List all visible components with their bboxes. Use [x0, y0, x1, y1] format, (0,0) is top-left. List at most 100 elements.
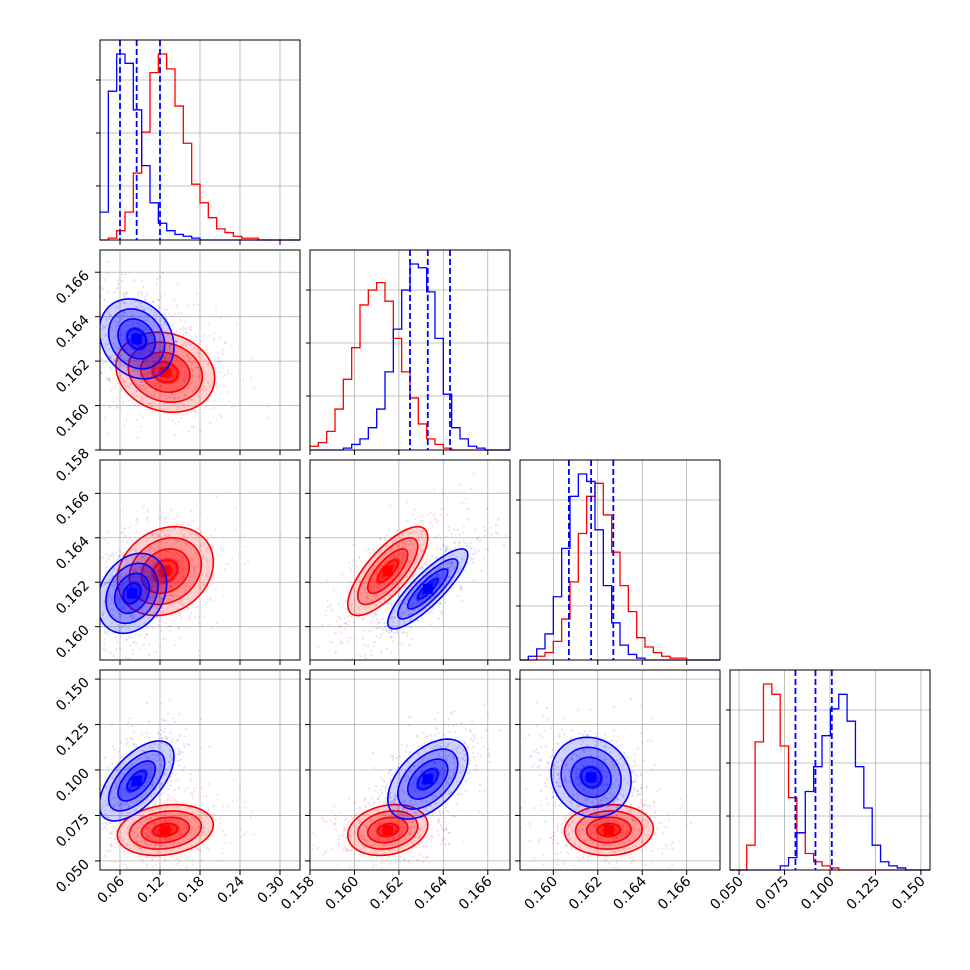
blue-scatter-point [440, 566, 443, 569]
red-scatter-point [107, 406, 110, 409]
red-scatter-point [610, 850, 613, 853]
red-scatter-point [201, 389, 204, 392]
red-scatter-point [402, 800, 405, 803]
blue-scatter-point [171, 580, 174, 583]
red-scatter-point [149, 816, 152, 819]
red-scatter-point [595, 822, 598, 825]
red-scatter-point [171, 382, 174, 385]
blue-scatter-point [149, 787, 152, 790]
blue-scatter-point [421, 801, 424, 804]
red-scatter-point [563, 819, 567, 822]
red-contour [366, 548, 409, 595]
red-scatter-point [208, 572, 211, 575]
blue-scatter-point [610, 758, 613, 761]
red-scatter-point [149, 573, 152, 576]
red-scatter-point [138, 385, 142, 388]
blue-scatter-point [416, 600, 419, 603]
red-scatter-point [203, 372, 206, 375]
red-scatter-point [227, 369, 230, 372]
blue-scatter-point [165, 330, 168, 333]
red-scatter-point [196, 605, 199, 608]
blue-scatter-point [168, 760, 171, 763]
red-scatter-point [183, 873, 185, 875]
blue-scatter-point [157, 563, 160, 567]
red-scatter-point [190, 338, 193, 341]
blue-scatter-point [109, 380, 112, 383]
red-scatter-point [197, 303, 200, 306]
blue-scatter-point [564, 781, 567, 784]
red-scatter-point [193, 834, 196, 837]
red-scatter-point [633, 823, 637, 826]
blue-scatter-point [94, 318, 96, 320]
blue-scatter-point [529, 825, 532, 828]
red-scatter-point [585, 810, 588, 813]
red-scatter-point [189, 844, 193, 847]
red-scatter-point [173, 571, 176, 575]
blue-scatter-point [130, 331, 133, 334]
red-scatter-point [541, 809, 544, 812]
blue-scatter-point [146, 510, 149, 513]
blue-scatter-point [433, 762, 436, 765]
red-scatter-point [189, 325, 192, 328]
blue-scatter-point [433, 595, 436, 598]
red-scatter-point [191, 848, 194, 851]
red-scatter-point [134, 810, 137, 813]
blue-scatter-point [113, 804, 116, 807]
blue-scatter-point [367, 787, 371, 790]
blue-scatter-point [444, 601, 447, 604]
red-scatter-point [369, 620, 373, 624]
blue-scatter-point [107, 634, 110, 637]
panel-border [309, 249, 511, 451]
blue-scatter-point [121, 796, 124, 799]
red-scatter-point [347, 623, 350, 626]
red-scatter-point [218, 371, 221, 374]
red-scatter-point [369, 585, 373, 588]
red-scatter-point [356, 808, 359, 811]
blue-scatter-point [130, 613, 133, 617]
red-scatter-point [343, 622, 346, 625]
blue-scatter-point [472, 579, 475, 582]
red-scatter-point [445, 535, 448, 538]
blue-scatter-point [449, 565, 452, 568]
red-scatter-point [212, 600, 215, 603]
blue-scatter-point [114, 324, 117, 327]
blue-scatter-point [379, 604, 382, 607]
blue-scatter-point [487, 748, 490, 751]
red-scatter-point [158, 517, 161, 520]
blue-scatter-point [499, 729, 502, 732]
blue-scatter-point [440, 569, 444, 573]
red-scatter-point [411, 842, 414, 845]
blue-scatter-point [93, 583, 95, 585]
blue-scatter-point [112, 766, 115, 769]
red-scatter-point [407, 860, 410, 863]
red-scatter-point [597, 801, 601, 805]
blue-scatter-point [586, 809, 589, 812]
red-scatter-point [163, 814, 166, 817]
blue-scatter-point [188, 777, 191, 780]
red-scatter-point [214, 528, 217, 531]
blue-scatter-point [121, 313, 124, 316]
red-scatter-point [210, 385, 213, 388]
red-scatter-point [164, 621, 167, 624]
blue-scatter-point [125, 656, 128, 659]
blue-scatter-point [117, 365, 120, 369]
blue-scatter-point [427, 574, 430, 577]
red-scatter-point [645, 787, 648, 790]
red-scatter-point [188, 807, 191, 810]
blue-scatter-point [437, 574, 440, 577]
red-scatter-point [401, 557, 404, 560]
red-scatter-point [142, 643, 145, 647]
red-scatter-point [192, 426, 195, 429]
blue-scatter-point [336, 692, 338, 694]
scatter-panel-2-3 [515, 669, 721, 873]
red-scatter-point [602, 871, 604, 873]
red-scatter-point [193, 786, 196, 790]
red-scatter-point [171, 850, 174, 853]
red-scatter-point [201, 786, 204, 790]
red-scatter-point [459, 483, 462, 486]
red-scatter-point [199, 587, 202, 590]
blue-scatter-point [144, 764, 147, 767]
red-scatter-point [418, 536, 421, 539]
blue-scatter-point [157, 731, 160, 734]
blue-scatter-point [414, 787, 418, 790]
